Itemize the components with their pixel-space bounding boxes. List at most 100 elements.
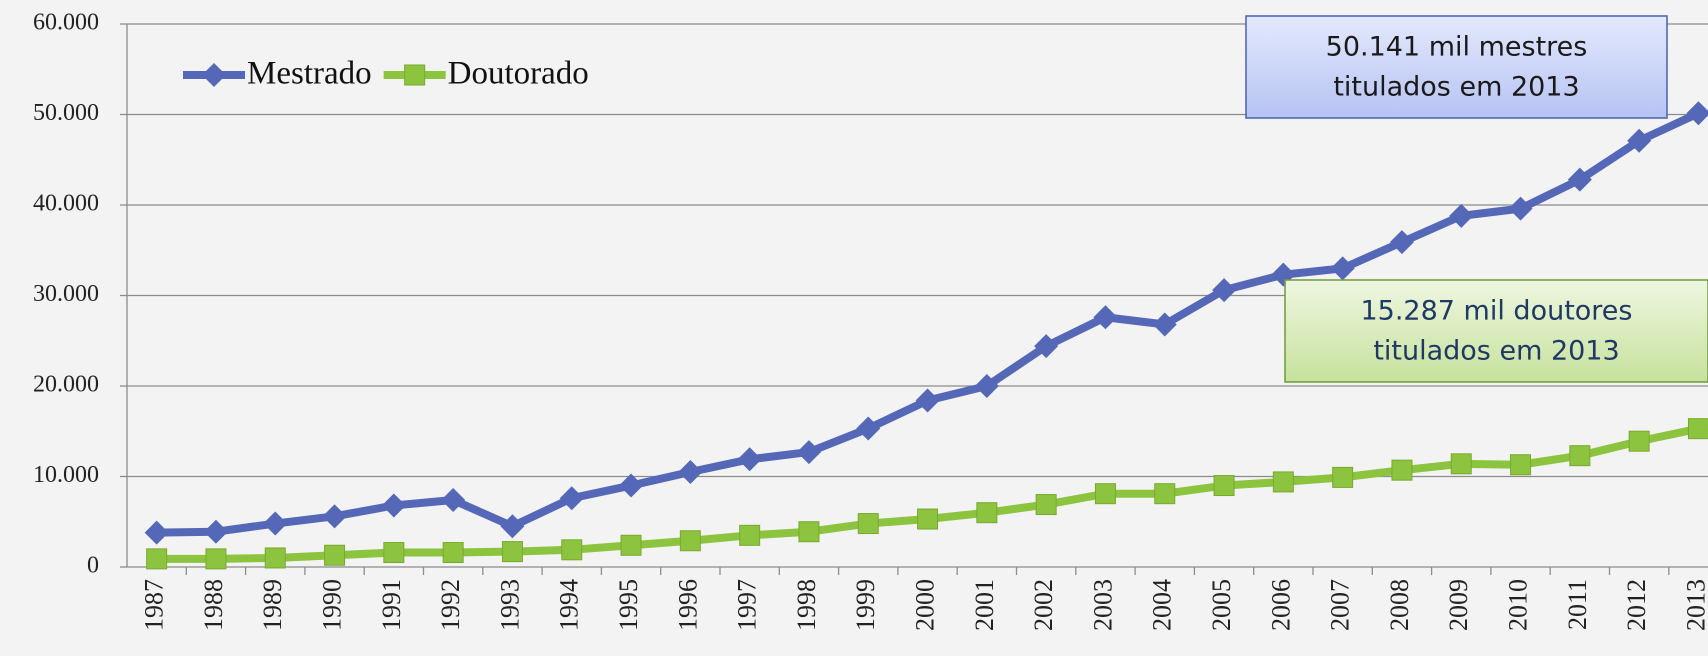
marker (1567, 167, 1592, 192)
marker (383, 542, 405, 564)
marker (324, 544, 346, 566)
x-tick-label: 2004 (1148, 579, 1177, 631)
marker (1569, 445, 1591, 467)
marker (1389, 230, 1414, 255)
x-tick-label: 2011 (1563, 579, 1592, 630)
x-tick-label: 1990 (318, 579, 347, 631)
legend-label: Doutorado (448, 56, 589, 92)
marker (561, 539, 583, 561)
marker (144, 520, 169, 545)
marker (500, 514, 525, 539)
marker (1628, 430, 1650, 452)
marker (856, 416, 881, 441)
marker (1212, 278, 1237, 303)
marker (203, 519, 228, 544)
marker (1449, 203, 1474, 228)
y-tick-label: 0 (87, 553, 99, 579)
x-tick-label: 2008 (1385, 579, 1414, 631)
marker (1510, 454, 1532, 476)
marker (1450, 453, 1472, 475)
marker (404, 64, 426, 86)
annotation-text: 15.287 mil doutores (1360, 296, 1632, 327)
y-tick-label: 10.000 (33, 462, 99, 488)
marker (264, 547, 286, 569)
x-tick-label: 1994 (555, 579, 584, 631)
legend-label: Mestrado (247, 56, 372, 92)
marker (619, 473, 644, 498)
x-tick-label: 2012 (1622, 579, 1651, 631)
marker (442, 542, 464, 564)
x-tick-label: 2013 (1681, 579, 1708, 631)
marker (1035, 494, 1057, 516)
annotation-box (1245, 15, 1668, 119)
y-tick-label: 40.000 (33, 191, 99, 217)
marker (501, 541, 523, 563)
marker (1332, 466, 1354, 488)
marker (1034, 334, 1059, 359)
x-tick-label: 1997 (733, 579, 762, 631)
x-tick-label: 1995 (614, 579, 643, 631)
marker (202, 63, 226, 87)
x-tick-label: 1993 (495, 579, 524, 631)
marker (796, 440, 821, 465)
y-tick-label: 50.000 (33, 100, 99, 126)
x-tick-label: 1989 (258, 579, 287, 631)
legend-item: Mestrado (183, 56, 372, 92)
x-tick-label: 1996 (673, 579, 702, 631)
legend-item: Doutorado (383, 56, 589, 92)
marker (1093, 305, 1118, 330)
marker (1272, 471, 1294, 493)
marker (1627, 128, 1652, 153)
annotation-box (1284, 279, 1708, 383)
marker (441, 488, 466, 513)
marker (1094, 483, 1116, 505)
x-tick-label: 2001 (970, 579, 999, 631)
marker (146, 548, 168, 570)
x-tick-label: 1991 (377, 579, 406, 631)
marker (1686, 101, 1708, 126)
marker (915, 388, 940, 413)
x-tick-label: 2002 (1029, 579, 1058, 631)
annotation-text: 50.141 mil mestres (1326, 32, 1588, 63)
x-tick-label: 1988 (199, 579, 228, 631)
x-tick-label: 2003 (1088, 579, 1117, 631)
x-tick-label: 2009 (1444, 579, 1473, 631)
y-tick-label: 30.000 (33, 281, 99, 307)
marker (976, 502, 998, 524)
marker (1687, 418, 1708, 440)
marker (1154, 483, 1176, 505)
annotation-text: titulados em 2013 (1333, 72, 1579, 103)
annotation: 15.287 mil doutores titulados em 2013 (1284, 279, 1708, 383)
marker (559, 486, 584, 511)
x-tick-label: 1987 (140, 579, 169, 631)
x-tick-label: 2010 (1504, 579, 1533, 631)
marker (737, 447, 762, 472)
marker (739, 524, 761, 546)
x-tick-label: 2000 (911, 579, 940, 631)
marker (1213, 475, 1235, 497)
marker (322, 504, 347, 529)
marker (1330, 256, 1355, 281)
x-tick-label: 2007 (1326, 579, 1355, 631)
y-tick-label: 20.000 (33, 372, 99, 398)
x-tick-label: 1999 (851, 579, 880, 631)
x-tick-label: 2006 (1266, 579, 1295, 631)
marker (798, 521, 820, 543)
marker (678, 459, 703, 484)
marker (1391, 459, 1413, 481)
marker (974, 374, 999, 398)
x-tick-label: 2005 (1207, 579, 1236, 631)
marker (857, 513, 879, 535)
annotation-text: titulados em 2013 (1373, 336, 1619, 367)
marker (679, 530, 701, 552)
marker (1508, 196, 1533, 221)
x-tick-label: 1992 (436, 579, 465, 631)
annotation: 50.141 mil mestres titulados em 2013 (1245, 15, 1668, 119)
marker (1152, 312, 1177, 337)
marker (263, 511, 288, 536)
marker (205, 548, 227, 570)
marker (620, 534, 642, 556)
marker (381, 493, 406, 518)
y-tick-label: 60.000 (33, 10, 99, 36)
x-tick-label: 1998 (792, 579, 821, 631)
